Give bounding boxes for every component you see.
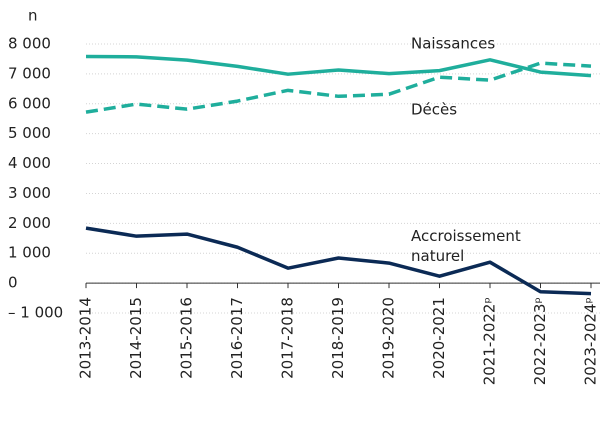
y-tick-label: 4 000 <box>8 154 51 172</box>
series-label: Naissances <box>411 35 495 53</box>
series-line <box>85 54 592 78</box>
x-tick-label: 2015-2016 <box>178 297 196 379</box>
series-label: Décès <box>411 101 457 119</box>
y-tick-label: 3 000 <box>8 184 51 202</box>
x-tick-label: 2017-2018 <box>279 297 297 379</box>
x-tick-label: 2023-2024ᵖ <box>582 297 600 385</box>
x-tick-label: 2022-2023ᵖ <box>531 297 549 385</box>
y-tick-label: 2 000 <box>8 214 51 232</box>
y-axis-label: n <box>28 7 38 25</box>
x-tick-label: 2019-2020 <box>380 297 398 379</box>
series-line <box>85 226 592 296</box>
y-tick-label: 8 000 <box>8 35 51 53</box>
y-tick-label: 1 000 <box>8 244 51 262</box>
x-tick-label: 2016-2017 <box>228 297 246 379</box>
y-tick-label: 0 <box>8 274 18 292</box>
x-tick-label: 2020-2021 <box>430 297 448 379</box>
y-tick-label: 5 000 <box>8 124 51 142</box>
x-tick-label: 2021-2022ᵖ <box>481 297 499 385</box>
y-tick-label: 7 000 <box>8 64 51 82</box>
y-tick-label: 6 000 <box>8 94 51 112</box>
y-tick-label: – 1 000 <box>8 304 63 322</box>
series-label: Accroissement naturel <box>411 227 521 265</box>
x-tick-label: 2014-2015 <box>127 297 145 379</box>
series-line <box>85 61 592 114</box>
x-tick-label: 2018-2019 <box>329 297 347 379</box>
x-tick-label: 2013-2014 <box>77 297 95 379</box>
